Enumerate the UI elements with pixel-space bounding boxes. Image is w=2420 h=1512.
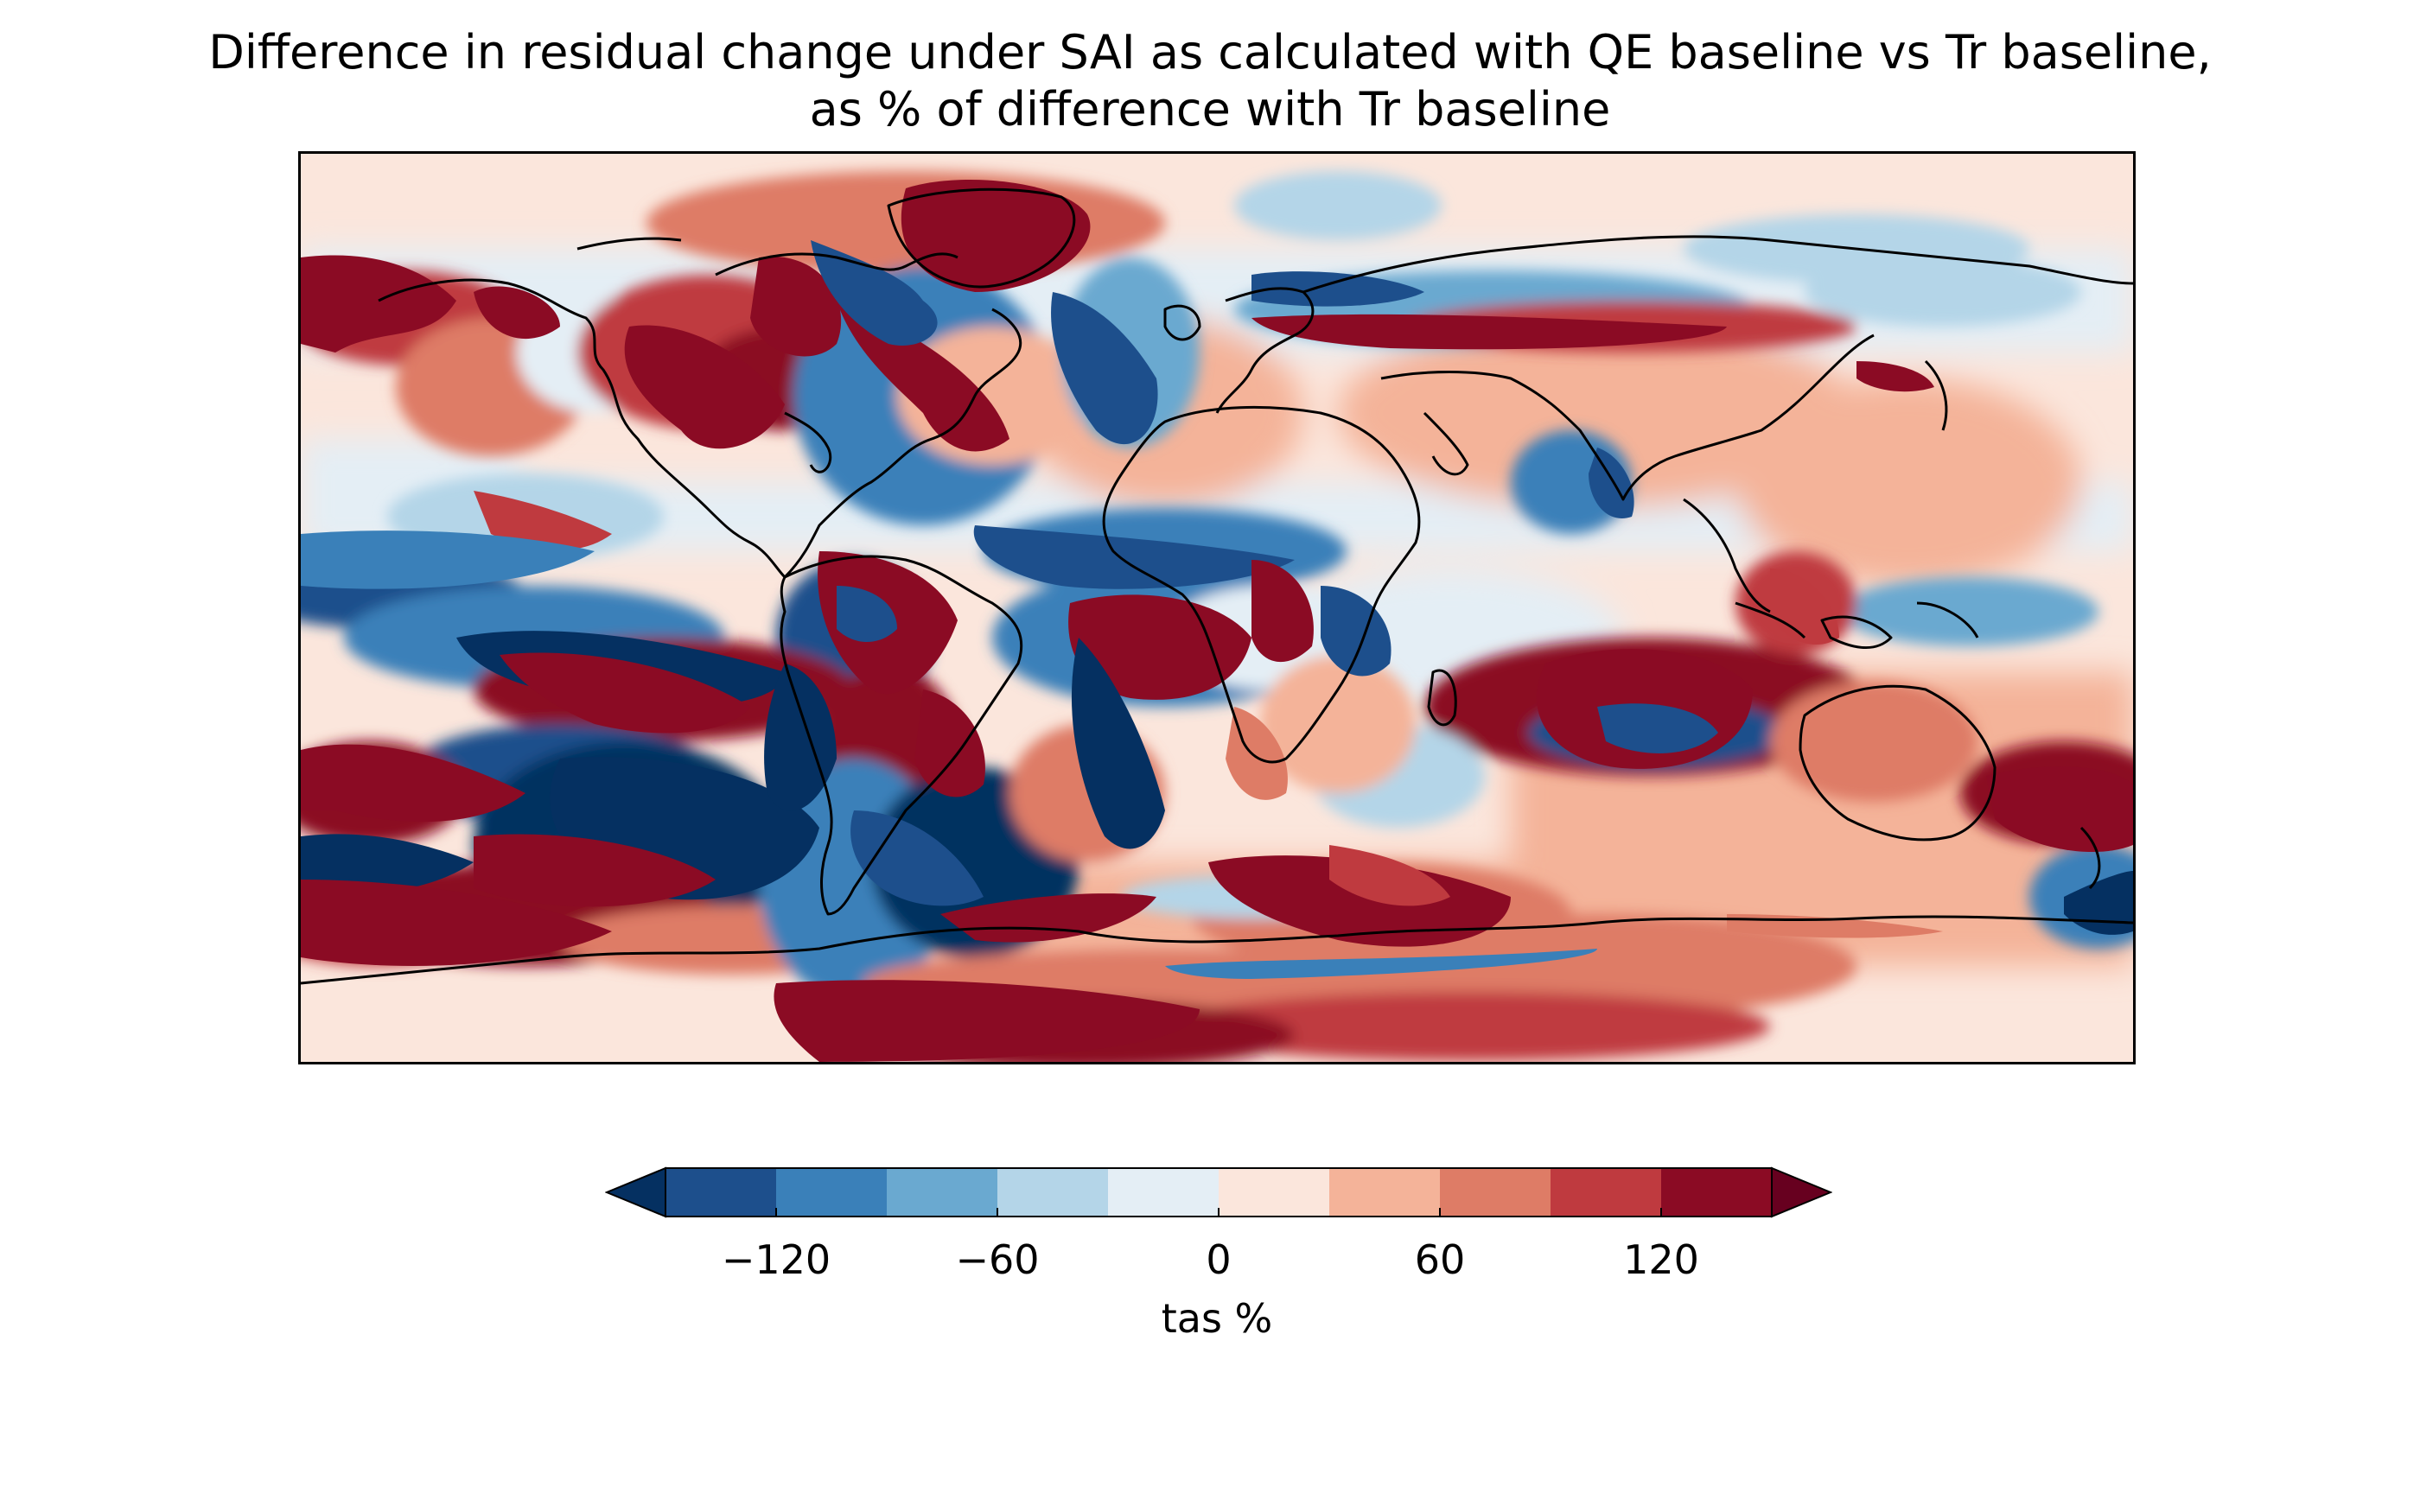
title-line-1: Difference in residual change under SAI … <box>208 25 2212 79</box>
colorbar-bin <box>776 1168 888 1217</box>
colorbar-extend-high <box>1771 1166 1833 1218</box>
colorbar-bin <box>887 1168 998 1217</box>
field-layer <box>301 154 2133 1062</box>
colorbar-bin <box>1108 1168 1220 1217</box>
map-svg <box>301 154 2133 1062</box>
colorbar <box>604 1166 1833 1218</box>
colorbar-extend-low <box>604 1166 666 1218</box>
field-dark-patches <box>301 180 2133 1062</box>
colorbar-label: tas % <box>1161 1295 1273 1342</box>
colorbar-bin <box>1329 1168 1441 1217</box>
colorbar-tick-label: −120 <box>721 1236 831 1283</box>
colorbar-svg <box>604 1166 1833 1218</box>
title-line-2: as % of difference with Tr baseline <box>809 82 1611 137</box>
colorbar-bin <box>1440 1168 1551 1217</box>
colorbar-bin <box>997 1168 1109 1217</box>
colorbar-tick-label: 120 <box>1623 1236 1699 1283</box>
colorbar-bin <box>1219 1168 1330 1217</box>
colorbar-tick-label: −60 <box>955 1236 1040 1283</box>
map-panel <box>298 151 2136 1064</box>
colorbar-tick-label: 0 <box>1206 1236 1232 1283</box>
colorbar-bin <box>1661 1168 1773 1217</box>
coastlines <box>301 187 2133 985</box>
colorbar-bin <box>1551 1168 1662 1217</box>
colorbar-tick-label: 60 <box>1414 1236 1466 1283</box>
colorbar-bin <box>666 1168 777 1217</box>
